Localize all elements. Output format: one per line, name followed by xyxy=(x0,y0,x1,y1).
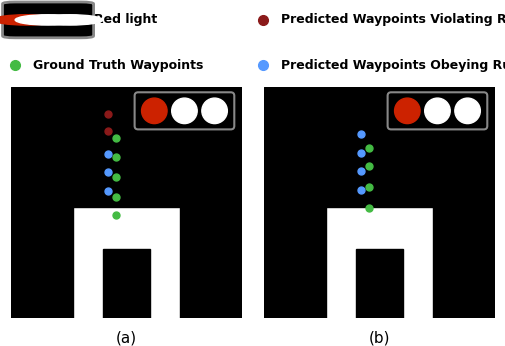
Text: Red light: Red light xyxy=(93,13,157,26)
Text: Predicted Waypoints Obeying Rules: Predicted Waypoints Obeying Rules xyxy=(280,59,505,72)
Bar xyxy=(11,207,73,318)
Bar xyxy=(263,207,326,318)
FancyBboxPatch shape xyxy=(3,2,93,38)
Bar xyxy=(356,249,402,318)
Text: Predicted Waypoints Violating Rules: Predicted Waypoints Violating Rules xyxy=(280,13,505,26)
Bar xyxy=(103,249,149,318)
FancyBboxPatch shape xyxy=(134,92,234,129)
Circle shape xyxy=(394,98,419,124)
Circle shape xyxy=(201,98,227,124)
FancyBboxPatch shape xyxy=(387,92,486,129)
Circle shape xyxy=(454,98,479,124)
Circle shape xyxy=(15,15,81,25)
Circle shape xyxy=(37,15,103,25)
Bar xyxy=(263,86,494,207)
Text: (a): (a) xyxy=(116,330,137,346)
Circle shape xyxy=(424,98,449,124)
Bar xyxy=(432,207,494,318)
Circle shape xyxy=(141,98,167,124)
Circle shape xyxy=(171,98,197,124)
Bar xyxy=(11,86,242,207)
Bar xyxy=(179,207,242,318)
Text: Ground Truth Waypoints: Ground Truth Waypoints xyxy=(33,59,203,72)
Circle shape xyxy=(0,15,59,25)
Text: (b): (b) xyxy=(368,330,389,346)
